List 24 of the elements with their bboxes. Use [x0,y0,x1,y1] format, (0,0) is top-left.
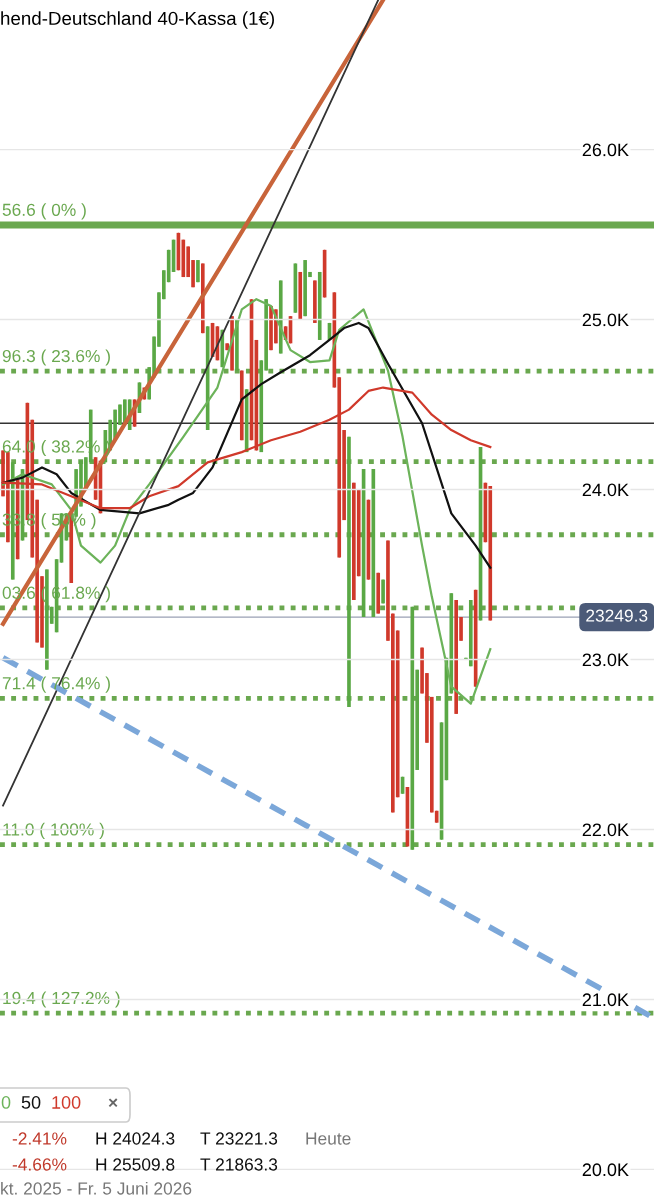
y-tick-label: 25.0K [582,313,629,327]
annotation: -4.66% [12,1158,67,1171]
annotation: T 23221.3 [200,1132,278,1145]
annotation: 56.6 ( 0% ) [2,203,86,220]
annotation: -2.41% [12,1132,67,1145]
text: 100 [52,1096,81,1109]
annotation: 96.3 ( 23.6% ) [2,349,110,366]
text: hend-Deutschland 40-Kassa (1€) [1,11,274,29]
y-tick-label: 23.0K [582,653,629,667]
text: 0 [1,1096,11,1109]
annotation: T 21863.3 [200,1158,278,1171]
ref-line-label: 23249.3 [586,609,648,622]
text: 50 [21,1096,41,1109]
annotation: H 25509.8 [96,1158,175,1171]
line-series [1,321,492,569]
annotation: Heute [306,1132,351,1145]
y-tick-label: 24.0K [582,483,629,497]
annotation: kt. 2025 - Fr. 5 Juni 2026 [1,1181,192,1195]
annotation: × [108,1098,118,1108]
y-tick-label: 21.0K [582,993,629,1007]
y-tick-label: 22.0K [582,823,629,837]
y-tick-label: 26.0K [582,143,629,157]
y-tick-label: 20.0K [582,1163,629,1177]
annotation: H 24024.3 [96,1132,175,1145]
